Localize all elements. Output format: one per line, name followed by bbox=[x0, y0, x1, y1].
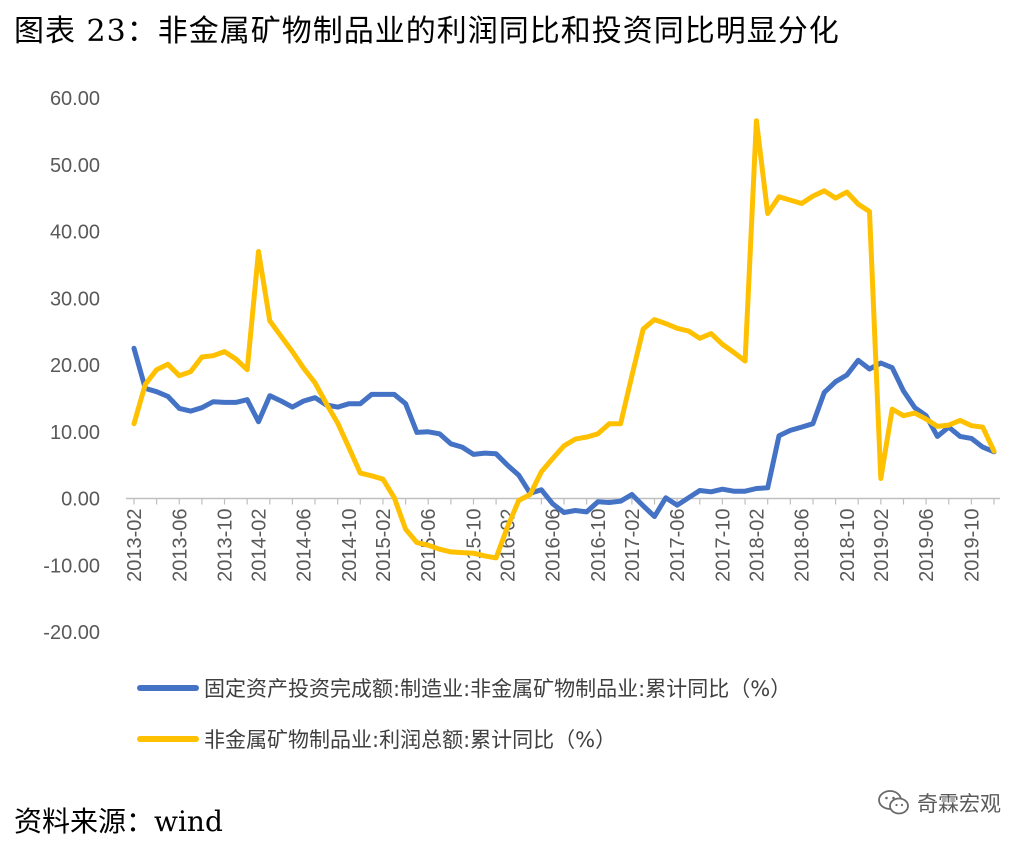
x-tick-label: 2015-10 bbox=[463, 509, 485, 582]
chart-title: 图表 23：非金属矿物制品业的利润同比和投资同比明显分化 bbox=[14, 14, 840, 49]
x-tick-label: 2019-06 bbox=[916, 509, 938, 582]
y-tick-label: -20.00 bbox=[43, 622, 100, 644]
x-tick-label: 2014-10 bbox=[339, 509, 361, 582]
y-tick-label: 0.00 bbox=[61, 489, 100, 511]
x-tick-label: 2019-02 bbox=[871, 509, 893, 582]
x-tick-label: 2018-10 bbox=[837, 509, 859, 582]
series-line-1 bbox=[131, 345, 997, 519]
y-tick-label: 20.00 bbox=[50, 355, 100, 377]
x-tick-label: 2015-02 bbox=[373, 509, 395, 582]
x-tick-label: 2016-06 bbox=[543, 509, 565, 582]
x-tick-label: 2014-06 bbox=[294, 509, 316, 582]
y-tick-label: 30.00 bbox=[50, 288, 100, 310]
plot-lines bbox=[131, 118, 997, 561]
x-tick-label: 2013-10 bbox=[215, 509, 237, 582]
legend-label: 非金属矿物制品业:利润总额:累计同比（%） bbox=[204, 728, 616, 752]
x-tick-label: 2018-06 bbox=[792, 509, 814, 582]
x-tick-label: 2013-02 bbox=[124, 509, 146, 582]
x-tick-label: 2016-02 bbox=[497, 509, 519, 582]
legend: 固定资产投资完成额:制造业:非金属矿物制品业:累计同比（%） 非金属矿物制品业:利… bbox=[137, 677, 791, 752]
x-axis-ticks: 2013-02 2013-06 2013-10 2014-02 2014-06 2014-… bbox=[124, 498, 995, 582]
series-line-2 bbox=[131, 118, 997, 561]
y-tick-label: 40.00 bbox=[50, 222, 100, 244]
y-tick-label: 60.00 bbox=[50, 88, 100, 110]
x-tick-label: 2014-02 bbox=[248, 509, 270, 582]
x-tick-label: 2016-10 bbox=[588, 509, 610, 582]
x-tick-label: 2017-02 bbox=[622, 509, 644, 582]
y-tick-label: -10.00 bbox=[43, 555, 100, 577]
x-tick-label: 2017-06 bbox=[667, 509, 689, 582]
wechat-icon bbox=[878, 790, 909, 815]
legend-label: 固定资产投资完成额:制造业:非金属矿物制品业:累计同比（%） bbox=[204, 677, 791, 701]
source-note: 资料来源：wind bbox=[14, 805, 223, 838]
y-axis-ticks: 60.00 50.00 40.00 30.00 20.00 10.00 0.00 -10.00… bbox=[43, 88, 100, 644]
x-tick-label: 2018-02 bbox=[746, 509, 768, 582]
x-tick-label: 2013-06 bbox=[169, 509, 191, 582]
y-tick-label: 50.00 bbox=[50, 155, 100, 177]
watermark-text: 奇霖宏观 bbox=[917, 792, 1001, 816]
x-tick-label: 2017-10 bbox=[712, 509, 734, 582]
y-tick-label: 10.00 bbox=[50, 422, 100, 444]
x-tick-label: 2019-10 bbox=[961, 509, 983, 582]
watermark: 奇霖宏观 bbox=[877, 788, 1001, 818]
